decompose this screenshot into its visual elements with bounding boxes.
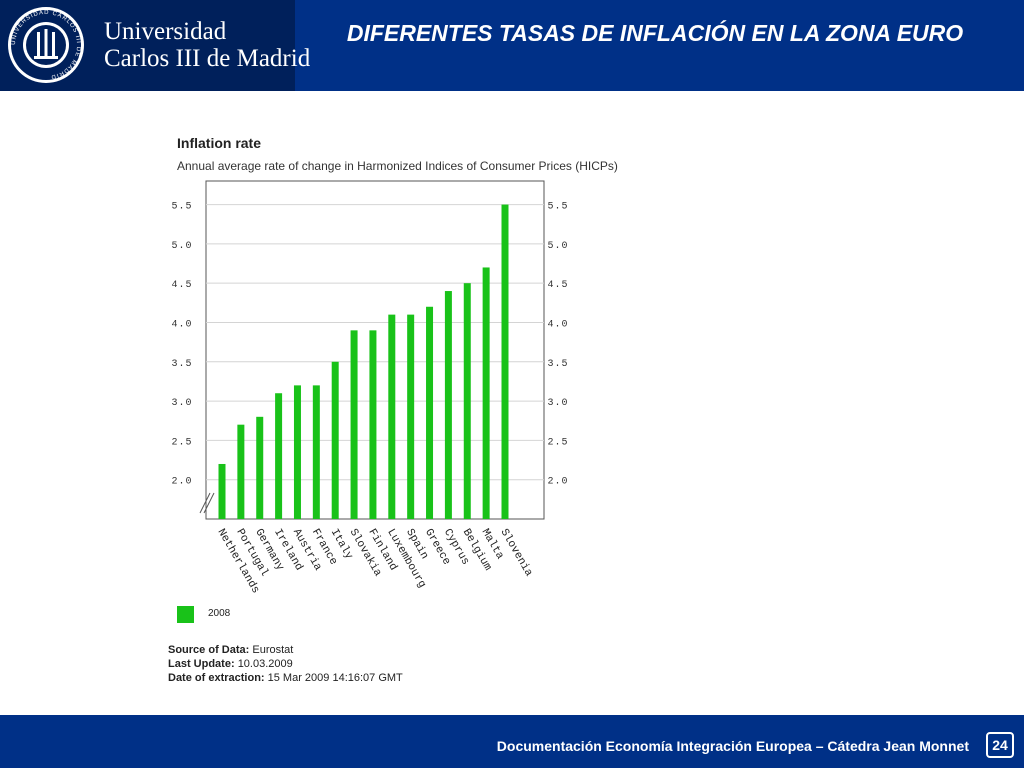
bar-greece — [426, 306, 434, 519]
bar-germany — [256, 416, 264, 519]
y-tick-label-left: 4.5 — [171, 280, 192, 291]
bar-spain — [407, 314, 415, 519]
y-tick-label-left: 5.0 — [171, 241, 192, 252]
slide-title: DIFERENTES TASAS DE INFLACIÓN EN LA ZONA… — [346, 20, 964, 46]
source-info: Source of Data: Eurostat Last Update: 10… — [168, 643, 403, 685]
university-name: Universidad Carlos III de Madrid — [104, 18, 310, 72]
source-line: Source of Data: Eurostat — [168, 644, 294, 656]
page-number: 24 — [986, 732, 1014, 758]
y-tick-label-right: 2.0 — [547, 477, 568, 488]
axis-break-mark — [203, 492, 215, 514]
y-tick-label-right: 3.5 — [547, 359, 568, 370]
bar-cyprus — [444, 291, 452, 519]
chart-subtitle: Annual average rate of change in Harmoni… — [177, 159, 618, 173]
y-tick-label-left: 2.0 — [171, 477, 192, 488]
university-logo: UNIVERSIDAD CARLOS III DE MADRID Univers… — [0, 0, 310, 91]
extraction-line: Date of extraction: 15 Mar 2009 14:16:07… — [168, 672, 403, 684]
bar-ireland — [275, 393, 283, 519]
bar-netherlands — [218, 463, 226, 519]
legend-label-2008: 2008 — [208, 608, 231, 619]
y-tick-label-right: 5.0 — [547, 241, 568, 252]
bar-luxembourg — [388, 314, 396, 519]
bar-austria — [293, 385, 301, 519]
bar-italy — [331, 361, 339, 519]
chart-title: Inflation rate — [177, 135, 262, 151]
y-tick-label-right: 3.0 — [547, 398, 568, 409]
bar-belgium — [463, 283, 471, 519]
y-tick-label-left: 3.5 — [171, 359, 192, 370]
axis-break-mark — [199, 492, 211, 514]
y-tick-label-left: 2.5 — [171, 437, 192, 448]
y-tick-label-left: 4.0 — [171, 319, 192, 330]
y-tick-label-left: 5.5 — [171, 202, 192, 213]
y-tick-label-right: 4.0 — [547, 319, 568, 330]
bar-malta — [482, 267, 490, 519]
footer-text: Documentación Economía Integración Europ… — [496, 738, 969, 754]
bar-slovenia — [501, 204, 509, 519]
y-tick-label-right: 2.5 — [547, 437, 568, 448]
last-update-line: Last Update: 10.03.2009 — [168, 658, 293, 670]
university-seal-icon: UNIVERSIDAD CARLOS III DE MADRID — [8, 7, 84, 83]
y-tick-label-right: 4.5 — [547, 280, 568, 291]
footer-bar: Documentación Economía Integración Europ… — [0, 715, 1024, 768]
y-tick-label-left: 3.0 — [171, 398, 192, 409]
bar-france — [312, 385, 320, 519]
legend-swatch-2008 — [177, 606, 194, 623]
bar-portugal — [237, 424, 245, 519]
y-tick-label-right: 5.5 — [547, 202, 568, 213]
header-bar: UNIVERSIDAD CARLOS III DE MADRID Univers… — [0, 0, 1024, 91]
inflation-bar-chart: 2.0 2.0 2.5 2.5 3.0 3.0 3.5 3.5 4.0 4.0 4.5 4.5 5.0 5… — [171, 180, 568, 596]
university-name-line2: Carlos III de Madrid — [104, 45, 311, 72]
university-name-line1: Universidad — [104, 18, 227, 45]
bar-slovakia — [350, 330, 358, 519]
bar-finland — [369, 330, 377, 519]
